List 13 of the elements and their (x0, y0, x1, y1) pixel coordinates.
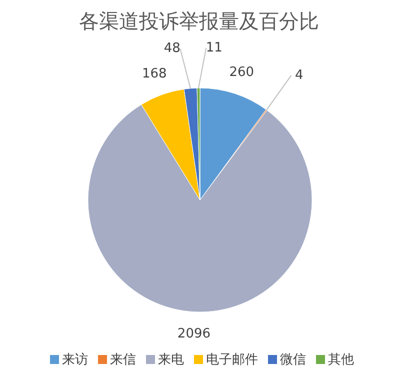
legend-label: 来电 (158, 352, 184, 368)
data-label: 4 (295, 68, 304, 83)
legend-label: 微信 (280, 352, 306, 368)
data-label: 168 (142, 66, 167, 82)
chart-title: 各渠道投诉举报量及百分比 (79, 9, 319, 33)
legend-label: 电子邮件 (206, 352, 258, 368)
data-label: 260 (229, 65, 254, 80)
legend-label: 来信 (110, 352, 136, 368)
legend-label: 来访 (62, 352, 88, 368)
data-label: 48 (164, 41, 180, 56)
data-label: 2096 (177, 326, 211, 342)
legend-label: 其他 (328, 352, 354, 368)
data-label: 11 (206, 40, 222, 56)
